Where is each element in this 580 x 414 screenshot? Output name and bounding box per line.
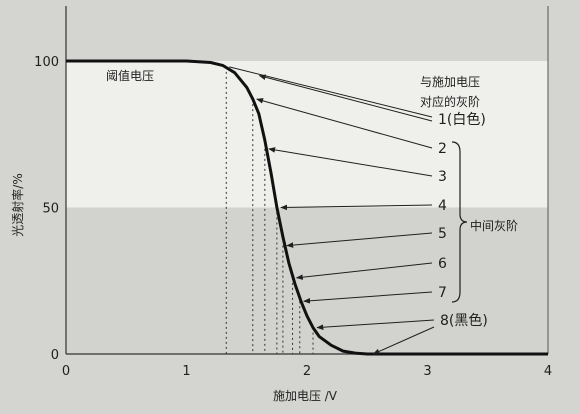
level-label: 1(白色) [438, 111, 486, 128]
level-arrow [316, 319, 435, 331]
level-label: 4 [438, 198, 447, 214]
bracket-label: 中间灰阶 [470, 218, 518, 233]
level-arrow [286, 232, 433, 248]
level-label: 5 [438, 226, 447, 242]
threshold-label: 阈值电压 [106, 68, 154, 83]
x-axis-label: 施加电压 /V [273, 389, 338, 403]
level-arrow-secondary [258, 74, 433, 122]
x-tick-label: 3 [423, 364, 431, 379]
black-level-arrow [372, 326, 435, 355]
dotted-level-lines [225, 66, 314, 354]
annotations: 1(白色) 2 3 4 5 6 7 8(黑色) [229, 66, 488, 355]
y-axis-label: 光透射率/% [10, 173, 25, 236]
x-tick-label: 4 [544, 364, 552, 379]
legend-title-line-1: 与施加电压 [420, 75, 480, 89]
shaded-band [66, 207, 548, 354]
legend-title-line-2: 对应的灰阶 [420, 94, 480, 109]
x-tick-label: 2 [303, 364, 311, 379]
y-tick-label: 100 [34, 55, 59, 70]
level-arrow [295, 262, 433, 280]
level-arrow [303, 291, 433, 304]
level-label: 7 [438, 285, 447, 301]
level-arrow [280, 204, 433, 211]
bracket [451, 141, 468, 303]
level-label: 3 [438, 169, 447, 185]
light-band [66, 61, 548, 208]
tick-labels: 0 1 2 3 4 0 50 100 [34, 55, 552, 379]
x-tick-label: 1 [182, 364, 190, 379]
x-tick-label: 0 [62, 364, 70, 379]
y-tick-label: 0 [51, 348, 59, 363]
y-tick-label: 50 [42, 202, 59, 217]
level-label: 6 [438, 256, 447, 272]
level-arrow [256, 98, 433, 149]
level-label: 8(黑色) [440, 312, 488, 329]
transmittance-curve [66, 59, 548, 356]
level-label: 2 [438, 141, 447, 157]
level-arrow [268, 147, 433, 177]
